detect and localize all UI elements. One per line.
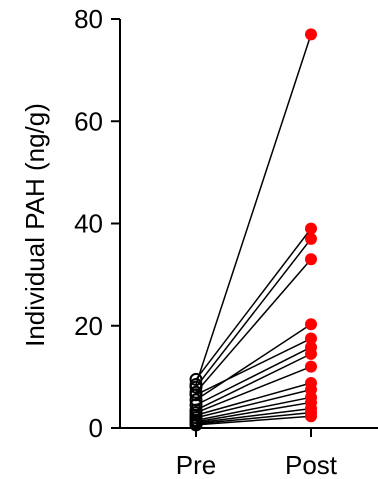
- pair-line: [195, 411, 312, 425]
- post-point: [305, 28, 317, 41]
- pair-line: [195, 337, 312, 396]
- x-tick-label: Pre: [176, 450, 216, 479]
- post-point: [305, 347, 317, 360]
- pre-point: [189, 372, 203, 386]
- post-point: [305, 232, 317, 245]
- pair-line: [195, 323, 312, 401]
- pair-line: [195, 34, 312, 385]
- post-point: [305, 222, 317, 235]
- post-point: [305, 410, 317, 423]
- axes: 0 20 40 60 80 Pre Post: [74, 4, 378, 479]
- pre-point: [189, 380, 203, 394]
- pair-line: [195, 228, 312, 380]
- post-point: [305, 318, 317, 331]
- pair-line: [195, 238, 312, 388]
- data-points: [189, 28, 317, 432]
- y-tick-label: 80: [74, 4, 103, 34]
- post-point: [305, 360, 317, 373]
- pair-line: [195, 353, 312, 411]
- y-tick-label: 40: [74, 209, 103, 239]
- pair-line: [195, 407, 312, 424]
- post-point: [305, 332, 317, 345]
- pair-line: [195, 401, 312, 423]
- pair-line: [195, 382, 312, 416]
- pair-line: [195, 365, 312, 414]
- pair-lines: [195, 34, 312, 426]
- y-axis-title: Individual PAH (ng/g): [20, 103, 50, 347]
- post-point: [305, 253, 317, 266]
- pair-line: [195, 396, 312, 422]
- pair-line: [195, 258, 312, 393]
- y-tick-label: 0: [89, 413, 103, 443]
- x-tick-label: Post: [285, 450, 338, 479]
- pair-line: [195, 388, 312, 419]
- pre-point: [189, 418, 203, 432]
- pair-line: [195, 415, 312, 426]
- y-tick-label: 60: [74, 106, 103, 136]
- y-tick-label: 20: [74, 311, 103, 341]
- pair-line: [195, 346, 312, 406]
